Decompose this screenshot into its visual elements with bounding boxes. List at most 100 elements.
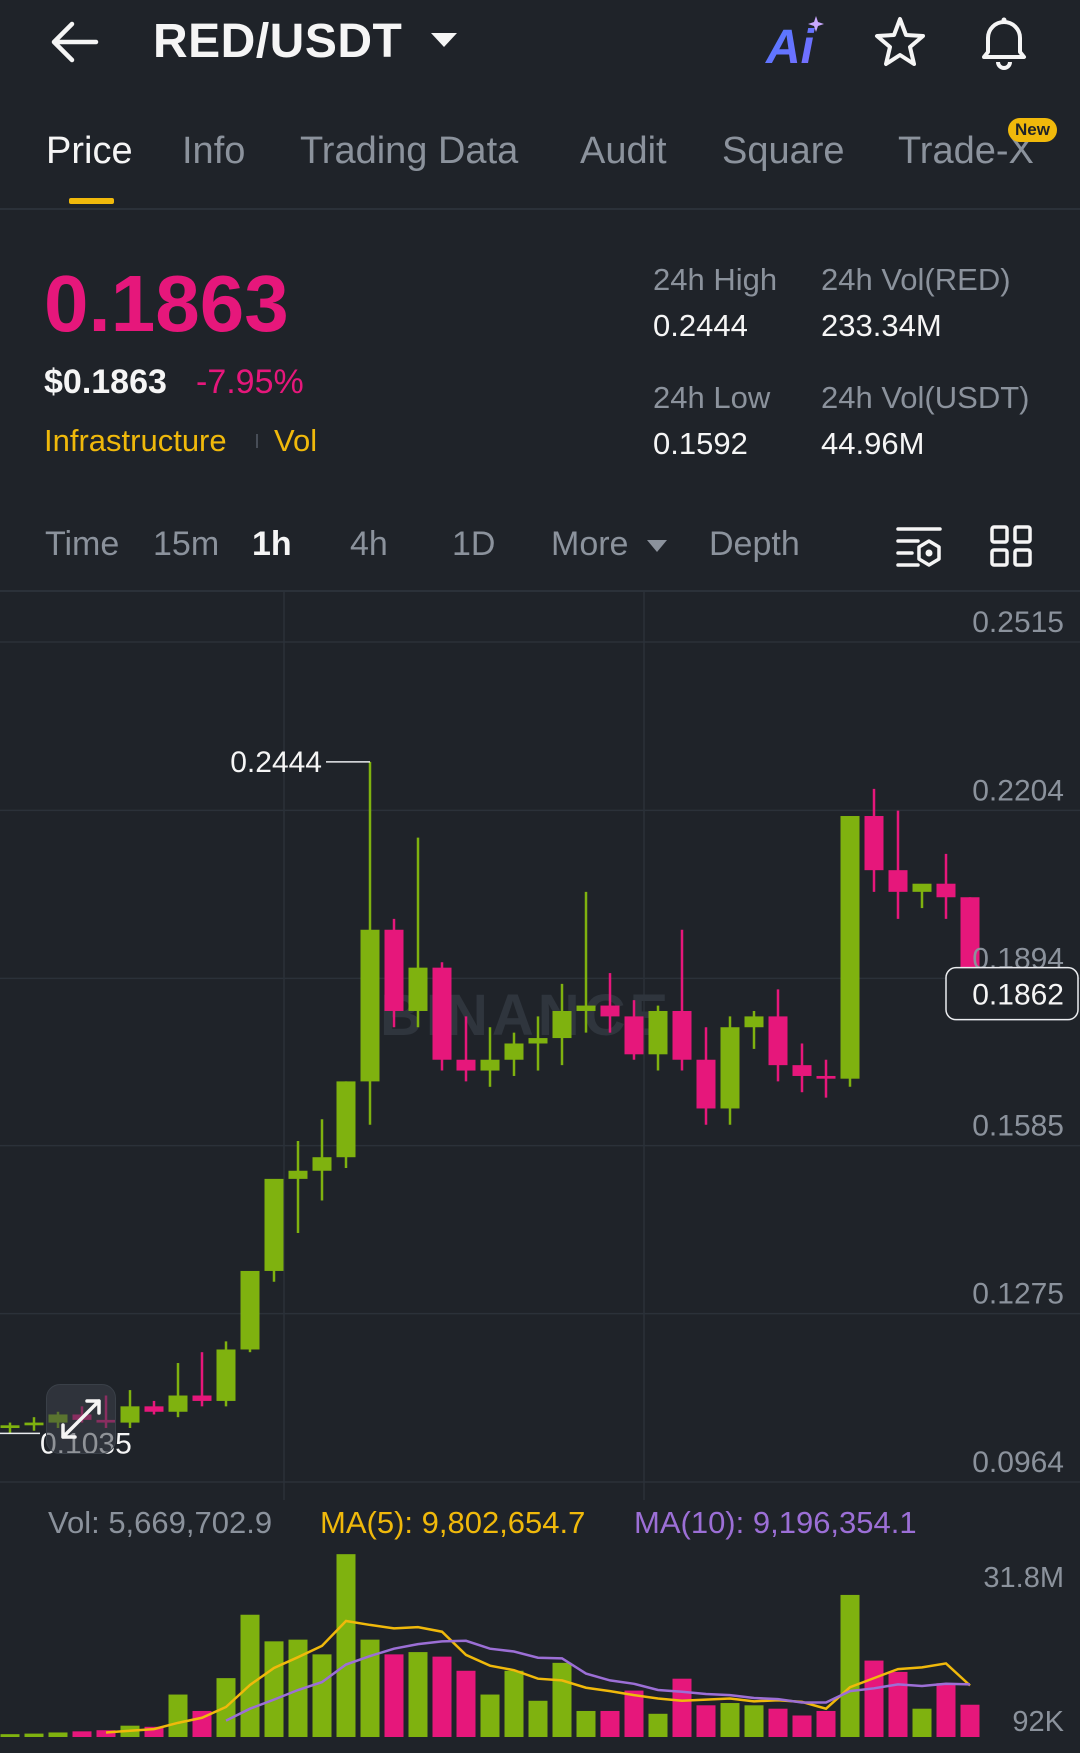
- layout-grid-button[interactable]: [990, 525, 1032, 572]
- volume-bar: [480, 1694, 500, 1737]
- active-tab-indicator: [69, 198, 114, 204]
- candle-body: [456, 1059, 476, 1071]
- volume-bar: [72, 1731, 92, 1737]
- chart-labels: 0.25150.22040.18940.15850.12750.09640.24…: [0, 606, 1079, 1479]
- interval-15m[interactable]: 15m: [153, 525, 220, 563]
- tab-info[interactable]: Info: [182, 130, 246, 172]
- volume-bar: [864, 1660, 884, 1737]
- vol-usdt-value: 44.96M: [821, 426, 925, 461]
- candlestick-chart[interactable]: BINANCE 0.25150.22040.18940.15850.12750.…: [0, 592, 1080, 1500]
- candle-body: [408, 967, 428, 1011]
- candle-body: [816, 1075, 836, 1079]
- volume-bar: [48, 1732, 68, 1737]
- star-icon: [875, 17, 925, 66]
- candle-body: [312, 1157, 332, 1171]
- volume-bar: [192, 1710, 212, 1737]
- y-tick-label: 0.0964: [972, 1446, 1064, 1479]
- candle-body: [648, 1010, 668, 1055]
- candle-body: [0, 1425, 20, 1429]
- candle-body: [264, 1178, 284, 1271]
- current-price-label: 0.1862: [972, 979, 1064, 1012]
- candle-body: [216, 1349, 236, 1401]
- vol-red-value: 233.34M: [821, 308, 942, 343]
- volume-bar: [600, 1710, 620, 1737]
- volume-chart[interactable]: 31.8M 92K: [0, 1545, 1080, 1753]
- candle-body: [768, 1016, 788, 1066]
- candle-body: [432, 967, 452, 1060]
- indicator-settings-button[interactable]: [896, 525, 942, 574]
- ai-button[interactable]: Ai: [764, 14, 828, 74]
- volume-bar: [240, 1614, 260, 1737]
- candle-body: [240, 1270, 260, 1350]
- depth-tab[interactable]: Depth: [709, 525, 800, 563]
- high-label: 24h High: [653, 262, 778, 297]
- volume-bar: [744, 1705, 764, 1737]
- interval-1d[interactable]: 1D: [452, 525, 496, 563]
- category-tag[interactable]: Infrastructure: [44, 423, 227, 458]
- ma5-line: [105, 1619, 971, 1734]
- ma10-line: [225, 1639, 971, 1722]
- volume-bars: [0, 1554, 980, 1737]
- candle-body: [840, 816, 860, 1079]
- candle-body: [888, 870, 908, 892]
- volume-bar: [672, 1678, 692, 1737]
- interval-4h[interactable]: 4h: [350, 525, 388, 563]
- volume-bar: [408, 1652, 428, 1737]
- alert-button[interactable]: [976, 12, 1032, 70]
- candle-body: [600, 1005, 620, 1017]
- volume-bar: [960, 1704, 980, 1737]
- volume-bar: [816, 1710, 836, 1737]
- vol-tag[interactable]: Vol: [274, 423, 318, 458]
- chart-divider: [0, 590, 1080, 592]
- candle-body: [480, 1059, 500, 1071]
- candle-body: [720, 1027, 740, 1109]
- tab-bar: Price Info Trading Data Audit Square Tra…: [0, 120, 1080, 210]
- divider: [0, 208, 1080, 210]
- back-button[interactable]: [48, 18, 102, 68]
- volume-bar: [792, 1715, 812, 1737]
- pair-title[interactable]: RED/USDT: [153, 15, 403, 68]
- tab-price[interactable]: Price: [46, 130, 133, 172]
- volume-bar: [552, 1662, 572, 1737]
- tab-square[interactable]: Square: [722, 130, 845, 172]
- high-value: 0.2444: [653, 308, 748, 343]
- tab-trading-data[interactable]: Trading Data: [300, 130, 519, 172]
- volume-bar: [456, 1670, 476, 1737]
- candle-body: [168, 1395, 188, 1412]
- ma10-label: MA(10): 9,196,354.1: [634, 1505, 917, 1540]
- candle-body: [384, 929, 404, 1011]
- candle-body: [144, 1406, 164, 1412]
- vol-value-label: Vol: 5,669,702.9: [48, 1505, 273, 1540]
- svg-text:Ai: Ai: [765, 21, 816, 70]
- dropdown-caret-icon: [431, 33, 457, 47]
- watermark: BINANCE: [380, 983, 672, 1048]
- tab-audit[interactable]: Audit: [580, 130, 667, 172]
- more-caret-icon: [645, 538, 669, 559]
- candle-body: [792, 1065, 812, 1076]
- y-tick-label: 0.2204: [972, 774, 1064, 807]
- volume-bar: [24, 1733, 44, 1737]
- max-price-label: 0.2444: [230, 746, 322, 779]
- interval-time[interactable]: Time: [45, 525, 120, 563]
- volume-bar: [0, 1734, 20, 1737]
- candle-body: [864, 816, 884, 871]
- ma5-label: MA(5): 9,802,654.7: [320, 1505, 586, 1540]
- fullscreen-button[interactable]: [46, 1384, 116, 1454]
- y-tick-label: 0.1585: [972, 1110, 1064, 1143]
- volume-bar: [528, 1700, 548, 1737]
- candle-body: [504, 1043, 524, 1060]
- tag-separator: [256, 434, 258, 448]
- volume-bar: [144, 1726, 164, 1737]
- favorite-button[interactable]: [872, 14, 928, 70]
- ai-icon: Ai: [765, 16, 824, 74]
- last-price: 0.1863: [44, 259, 289, 348]
- interval-1h[interactable]: 1h: [252, 525, 292, 563]
- vol-usdt-label: 24h Vol(USDT): [821, 380, 1030, 415]
- vol-red-label: 24h Vol(RED): [821, 262, 1011, 297]
- low-label: 24h Low: [653, 380, 771, 415]
- low-value: 0.1592: [653, 426, 748, 461]
- pair-dropdown-button[interactable]: [428, 28, 460, 52]
- more-intervals[interactable]: More: [551, 525, 629, 563]
- y-tick-label: 0.1275: [972, 1278, 1064, 1311]
- volume-bar: [576, 1710, 596, 1737]
